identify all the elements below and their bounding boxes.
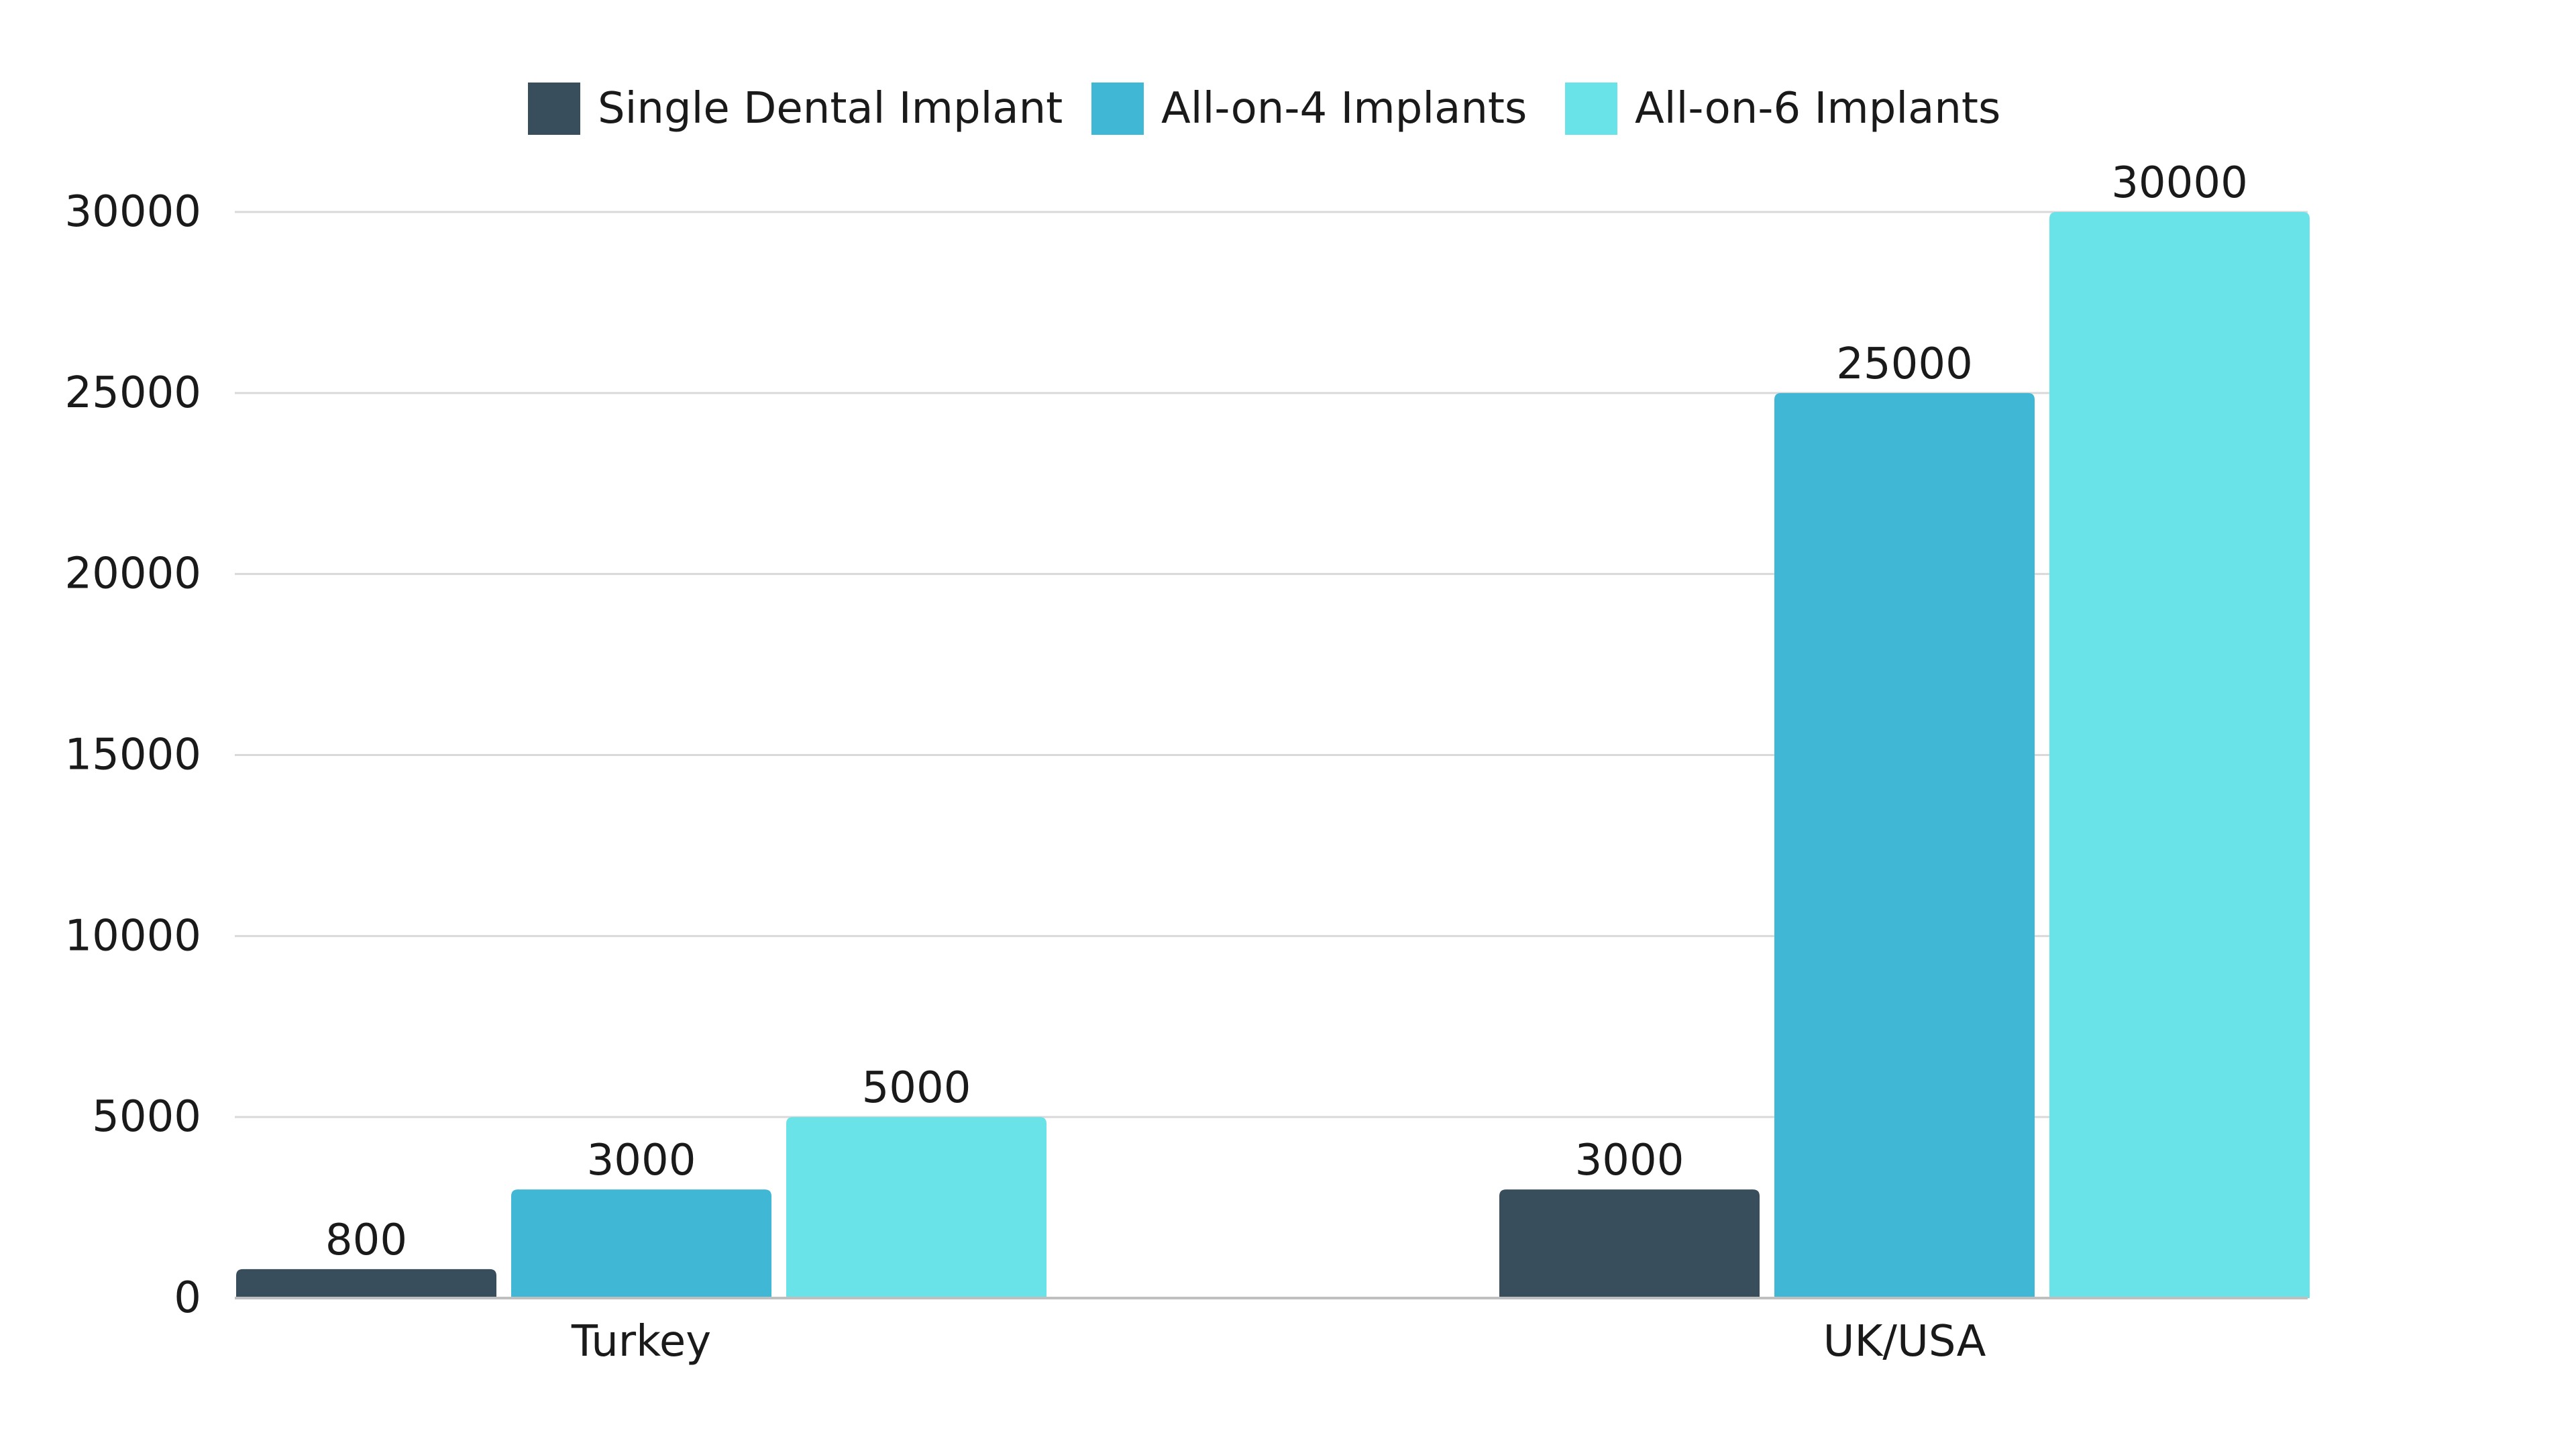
legend-swatch <box>528 83 580 135</box>
bar <box>786 1117 1046 1298</box>
y-tick-label: 0 <box>174 1273 201 1323</box>
bars <box>236 212 2310 1299</box>
data-label: 800 <box>325 1216 407 1265</box>
y-tick-label: 10000 <box>64 911 201 961</box>
data-label: 25000 <box>1836 339 1973 389</box>
y-tick-label: 25000 <box>64 368 201 418</box>
x-tick-label: Turkey <box>571 1317 711 1366</box>
x-tick-label: UK/USA <box>1823 1317 1986 1366</box>
y-tick-label: 5000 <box>92 1092 201 1142</box>
data-label: 3000 <box>1575 1136 1684 1185</box>
y-axis-ticks: 0 5000 10000 15000 20000 25000 30000 <box>64 187 201 1323</box>
data-label: 3000 <box>587 1136 696 1185</box>
y-tick-label: 20000 <box>64 549 201 599</box>
legend-item: All-on-6 Implants <box>1565 83 2000 135</box>
bar <box>511 1189 771 1298</box>
bar <box>2049 212 2310 1298</box>
data-labels: 800 3000 5000 3000 25000 30000 <box>325 158 2248 1265</box>
legend-item: All-on-4 Implants <box>1091 83 1527 135</box>
y-tick-label: 15000 <box>64 731 201 780</box>
legend: Single Dental Implant All-on-4 Implants Al… <box>528 83 2000 135</box>
data-label: 30000 <box>2111 158 2248 208</box>
legend-swatch <box>1091 83 1144 135</box>
data-label: 5000 <box>862 1063 971 1113</box>
legend-item: Single Dental Implant <box>528 83 1063 135</box>
legend-label: Single Dental Implant <box>598 84 1063 133</box>
bar <box>236 1269 496 1298</box>
legend-label: All-on-4 Implants <box>1161 84 1527 133</box>
bar <box>1774 392 2035 1299</box>
legend-swatch <box>1565 83 1617 135</box>
bar <box>1499 1189 1760 1298</box>
legend-label: All-on-6 Implants <box>1635 84 2000 133</box>
category-labels: Turkey UK/USA <box>571 1317 1986 1366</box>
y-tick-label: 30000 <box>64 187 201 237</box>
